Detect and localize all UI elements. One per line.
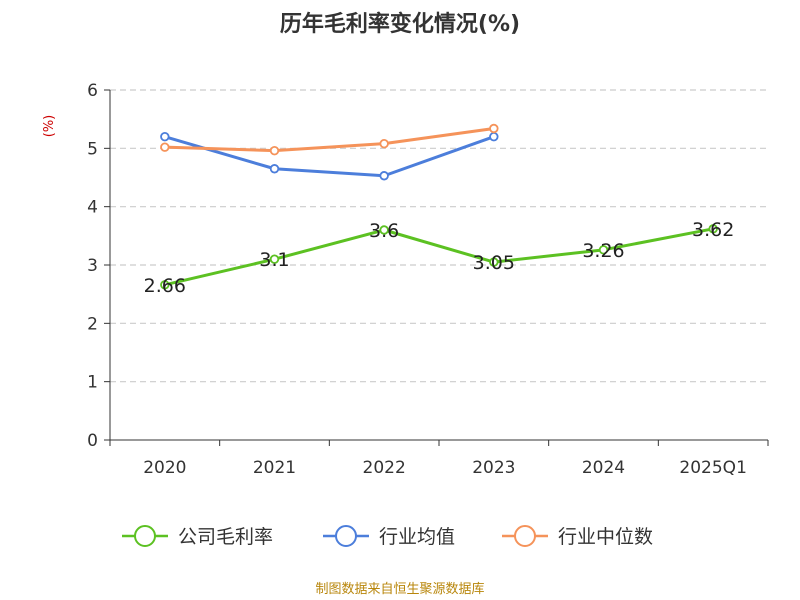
- y-tick-label: 4: [87, 198, 98, 218]
- data-point: [379, 171, 389, 181]
- data-label: 3.26: [582, 240, 624, 262]
- data-point: [269, 164, 280, 174]
- legend-label: 行业中位数: [558, 526, 653, 548]
- x-tick-label: 2025Q1: [679, 458, 746, 478]
- data-point: [489, 131, 499, 142]
- data-point: [379, 138, 389, 149]
- legend-item: 行业均值: [323, 525, 455, 548]
- series-line: [164, 135, 495, 178]
- data-point: [269, 145, 280, 156]
- y-tick-label: 0: [87, 431, 98, 451]
- data-point: [379, 225, 389, 235]
- data-label: 3.62: [692, 219, 734, 241]
- legend-item: 行业中位数: [502, 525, 653, 548]
- data-point: [598, 245, 609, 255]
- axes: 0 1 2 3 4 5 6 2020 2021 2022 2023 2024 2025Q1: [87, 81, 769, 478]
- data-point: [708, 224, 718, 234]
- y-axis-label: (%): [42, 115, 57, 138]
- legend-label: 公司毛利率: [178, 526, 273, 548]
- legend-item: 公司毛利率: [122, 525, 273, 548]
- legend-label: 行业均值: [379, 526, 455, 548]
- legend-marker-icon: [335, 525, 357, 547]
- y-tick-label: 5: [87, 139, 98, 159]
- data-label: 3.6: [369, 220, 399, 242]
- x-tick-label: 2023: [472, 458, 515, 478]
- legend: 公司毛利率 行业均值 行业中位数: [122, 525, 653, 548]
- data-point: [160, 131, 170, 142]
- data-point: [160, 280, 170, 290]
- series-line: [164, 227, 714, 287]
- data-point: [269, 254, 280, 264]
- series: [160, 123, 718, 290]
- legend-marker-icon: [134, 525, 156, 547]
- x-tick-label: 2022: [363, 458, 406, 478]
- data-point: [160, 142, 170, 152]
- x-tick-label: 2024: [582, 458, 625, 478]
- data-point: [489, 257, 499, 267]
- y-tick-label: 2: [87, 314, 98, 334]
- y-tick-label: 1: [87, 373, 98, 393]
- data-point: [489, 123, 499, 134]
- chart-title: 历年毛利率变化情况(%): [279, 12, 521, 37]
- y-tick-label: 6: [87, 81, 98, 101]
- data-label: 3.05: [473, 252, 515, 274]
- data-label: 2.66: [144, 275, 186, 297]
- data-labels: 2.66 3.1 3.6 3.05 3.26 3.62: [144, 219, 735, 297]
- legend-marker-icon: [514, 525, 536, 547]
- data-label: 3.1: [259, 249, 289, 271]
- y-tick-label: 3: [87, 256, 98, 276]
- source-footer: 制图数据来自恒生聚源数据库: [315, 582, 485, 597]
- x-tick-label: 2020: [143, 458, 186, 478]
- x-tick-label: 2021: [253, 458, 296, 478]
- series-line: [164, 127, 495, 153]
